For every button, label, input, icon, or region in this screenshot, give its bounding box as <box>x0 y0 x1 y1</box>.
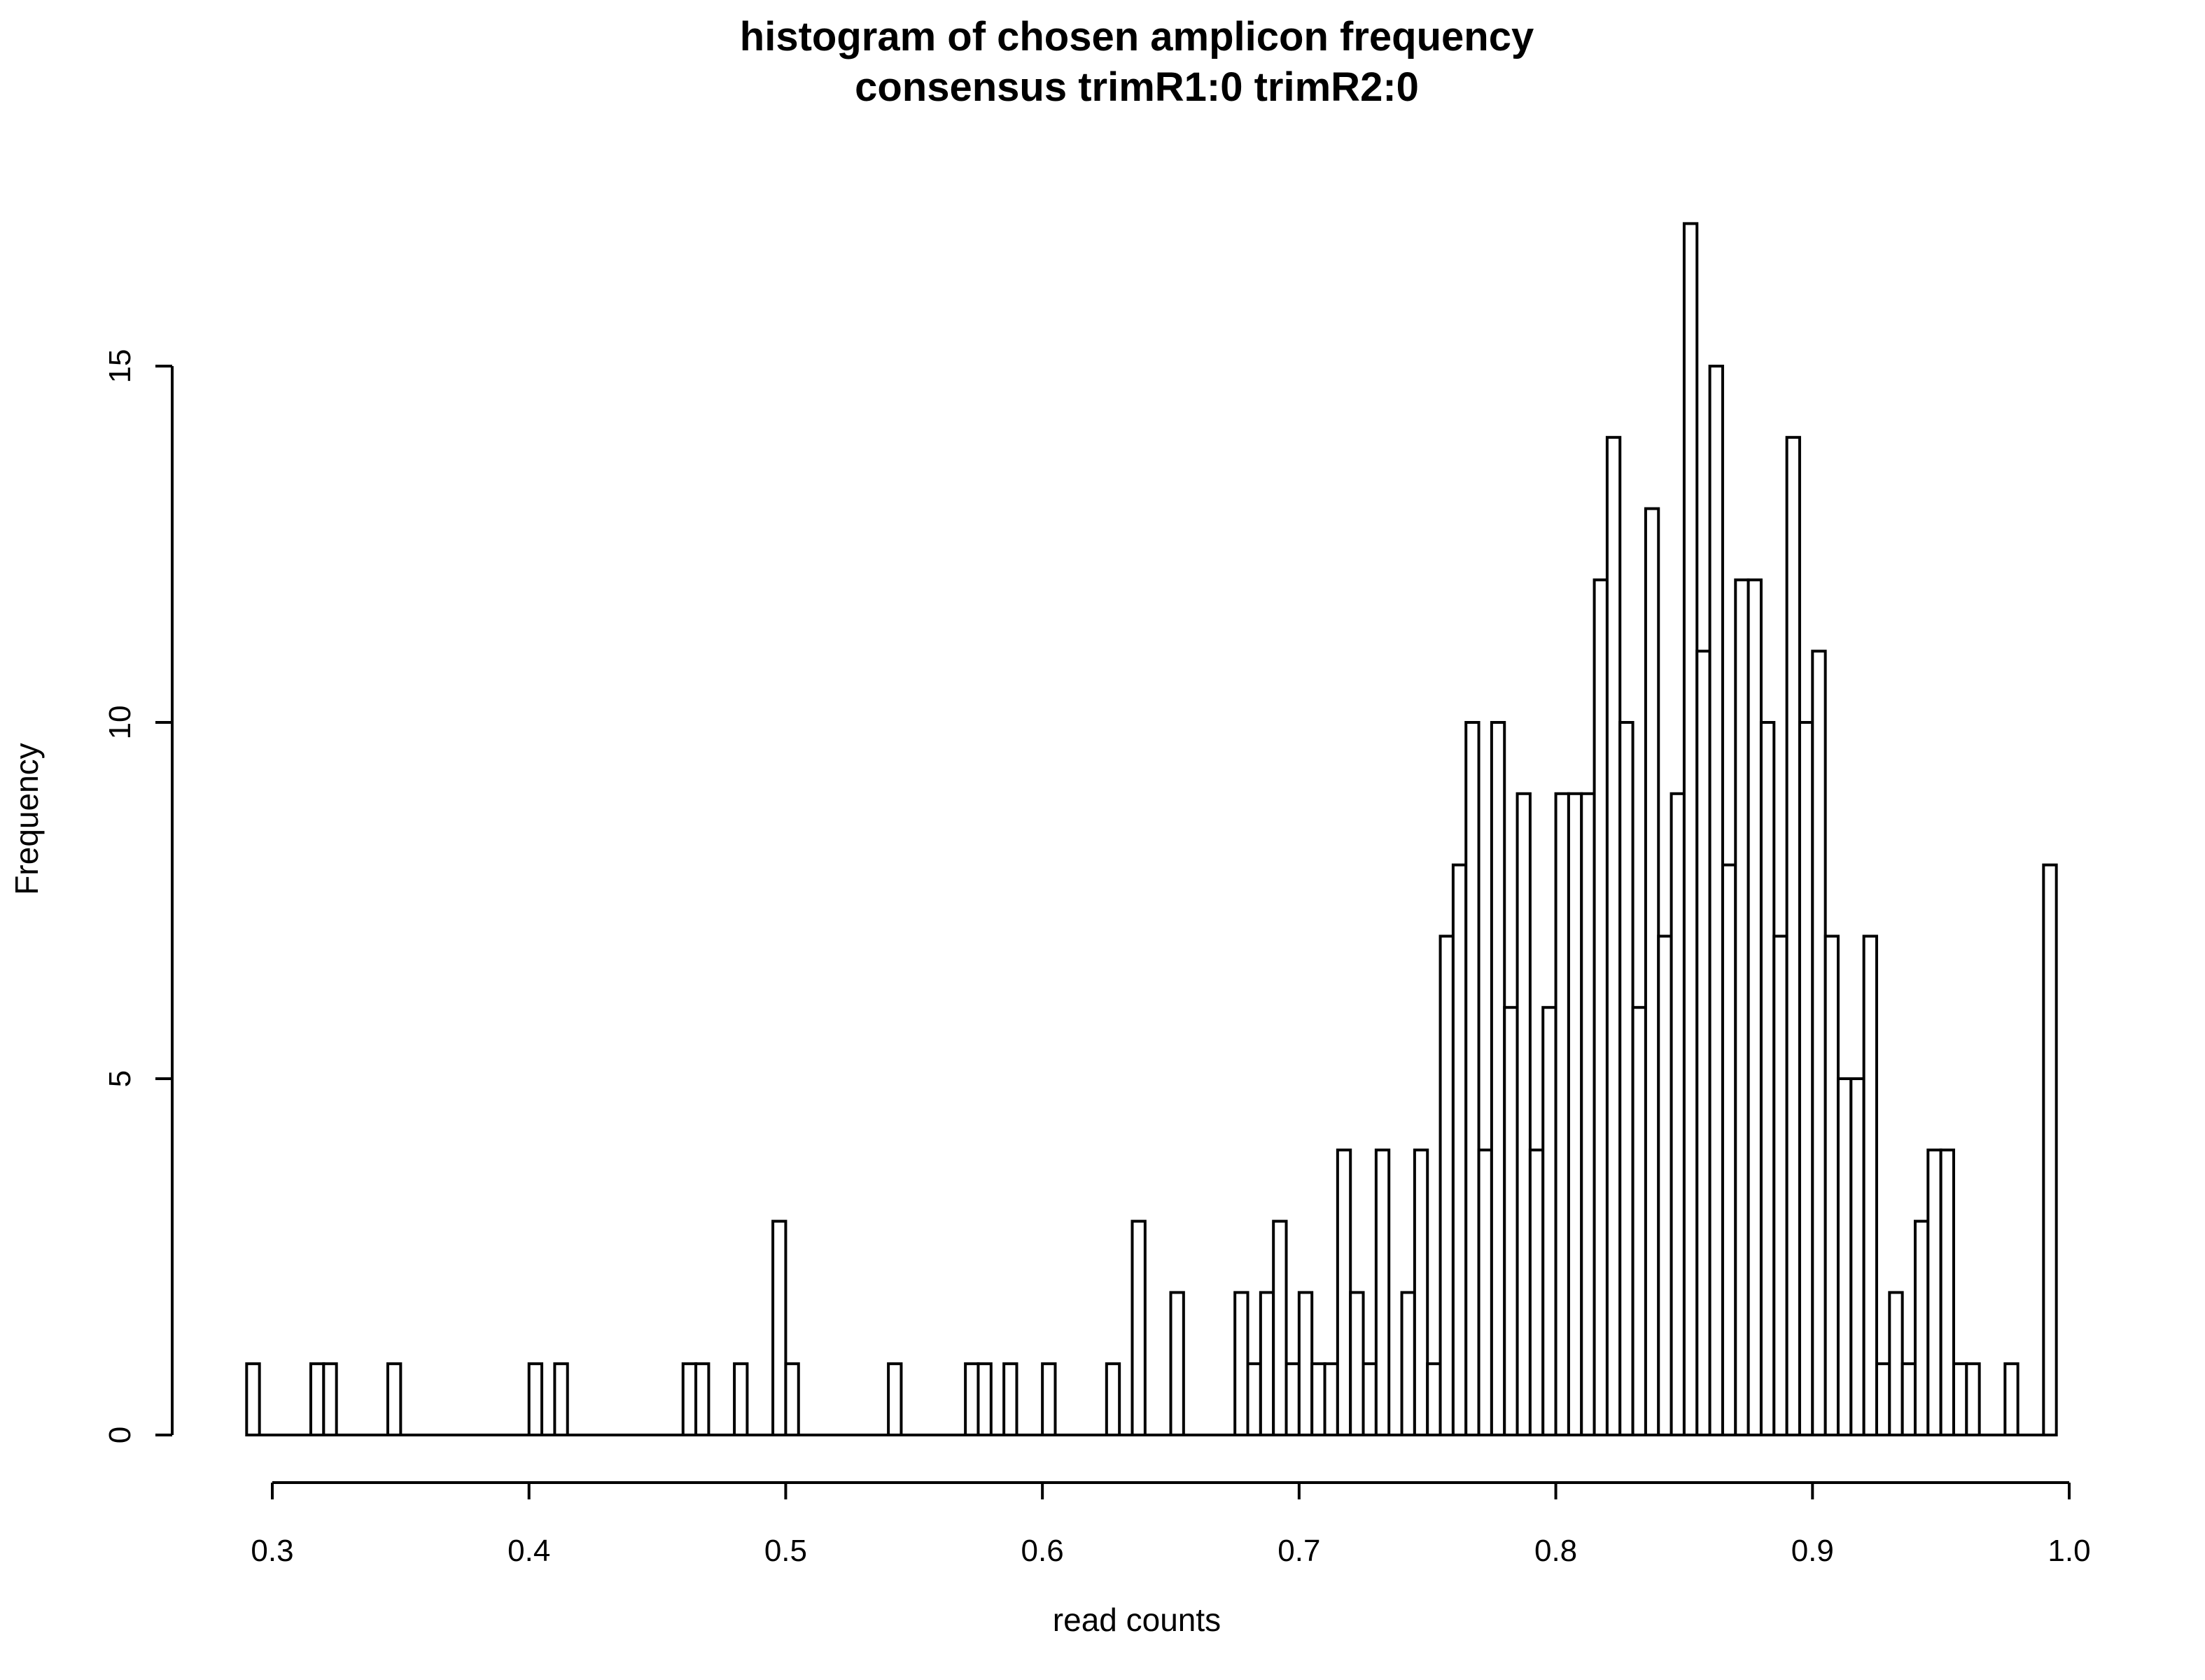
histogram-bar <box>1682 222 1699 1436</box>
histogram-bar <box>1734 578 1750 1436</box>
histogram-bar <box>1516 792 1532 1437</box>
histogram-bar <box>1913 1219 1930 1436</box>
histogram-bar <box>553 1362 569 1436</box>
histogram-bar <box>1592 578 1609 1436</box>
histogram-bar <box>527 1362 544 1436</box>
x-tick-label: 0.5 <box>764 1534 807 1568</box>
histogram-bar <box>1349 1291 1365 1437</box>
histogram-bar <box>1541 1006 1558 1436</box>
histogram-bar <box>1041 1362 1057 1436</box>
histogram-bar <box>1336 1148 1352 1437</box>
histogram-bar <box>1708 365 1724 1436</box>
histogram-bar <box>1811 650 1827 1437</box>
histogram-bar <box>887 1362 903 1436</box>
histogram-bar <box>694 1362 710 1436</box>
x-tick-label: 0.7 <box>1278 1534 1320 1568</box>
histogram-bar <box>1438 934 1455 1436</box>
chart-title: histogram of chosen amplicon frequency <box>740 14 1534 59</box>
y-axis: 0 5 10 15 <box>103 349 174 1443</box>
histogram-bar <box>1849 1077 1865 1436</box>
histogram-bar <box>1862 934 1878 1436</box>
histogram-bar <box>784 1362 800 1436</box>
histogram-bar <box>1823 934 1840 1436</box>
histogram-bar <box>1580 792 1596 1437</box>
histogram-bar <box>1477 1148 1493 1437</box>
histogram-bar <box>1618 721 1634 1436</box>
histogram-bar <box>1631 1006 1647 1436</box>
histogram-bar <box>1772 934 1788 1436</box>
histogram-bar <box>245 1362 261 1436</box>
histogram-bar <box>1644 507 1660 1436</box>
x-tick-label: 0.8 <box>1534 1534 1577 1568</box>
x-tick-label: 0.6 <box>1021 1534 1064 1568</box>
histogram-bar <box>1567 792 1583 1437</box>
histogram-bar <box>309 1362 326 1436</box>
x-tick-label: 0.3 <box>251 1534 293 1568</box>
histogram-bar <box>322 1362 338 1436</box>
x-tick-label: 1.0 <box>2047 1534 2090 1568</box>
histogram-bar <box>964 1362 980 1436</box>
histogram-bar <box>1105 1362 1121 1436</box>
histogram-bar <box>1721 863 1737 1436</box>
histogram-bar <box>976 1362 993 1436</box>
histogram-bar <box>1374 1148 1391 1437</box>
histogram-bar <box>1657 934 1673 1436</box>
histogram-bar <box>1002 1362 1018 1436</box>
y-tick-label: 10 <box>103 706 137 740</box>
histogram-bar <box>1323 1362 1339 1436</box>
x-axis-label: read counts <box>1053 1602 1221 1638</box>
histogram-bar <box>681 1362 698 1436</box>
histogram-bar <box>1130 1219 1147 1436</box>
histogram-bar <box>1746 578 1763 1436</box>
histogram-bar <box>1554 792 1570 1437</box>
histogram-bar <box>1464 721 1480 1436</box>
histogram-bar <box>1362 1362 1378 1436</box>
y-axis-label: Frequency <box>8 743 45 895</box>
histogram-bar <box>1246 1362 1262 1436</box>
histogram-bar <box>733 1362 749 1436</box>
x-axis: 0.3 0.4 0.5 0.6 0.7 0.8 0.9 1.0 <box>251 1481 2091 1568</box>
histogram-bar <box>1952 1362 1968 1436</box>
histogram-bar <box>1939 1148 1955 1437</box>
chart-subtitle: consensus trimR1:0 trimR2:0 <box>855 64 1419 110</box>
histogram-bar <box>1926 1148 1942 1437</box>
histogram-bar <box>1272 1219 1288 1436</box>
y-tick-label: 5 <box>103 1070 137 1087</box>
histogram-bar <box>1836 1077 1853 1436</box>
histogram-bar <box>1785 435 1801 1436</box>
histogram-bars <box>245 222 2058 1437</box>
histogram-bar <box>1310 1362 1326 1436</box>
histogram-bar <box>1233 1291 1250 1437</box>
histogram-bar <box>386 1362 402 1436</box>
histogram-bar <box>1695 650 1712 1437</box>
histogram-bar <box>1413 1148 1429 1437</box>
histogram-bar <box>1528 1148 1545 1437</box>
y-tick-label: 0 <box>103 1427 137 1443</box>
histogram-bar <box>1900 1362 1917 1436</box>
histogram-bar <box>1798 721 1814 1436</box>
histogram-bar <box>1297 1291 1314 1437</box>
histogram-bar <box>771 1219 788 1436</box>
histogram-bar <box>1503 1006 1519 1436</box>
histogram-bar <box>1426 1362 1442 1436</box>
histogram-bar <box>1888 1291 1904 1437</box>
histogram-bar <box>1605 435 1622 1436</box>
histogram-bar <box>1965 1362 1981 1436</box>
histogram-bar <box>1169 1291 1185 1437</box>
histogram-bar <box>1259 1291 1275 1437</box>
histogram-bar <box>1670 792 1686 1437</box>
histogram-bar <box>1400 1291 1416 1437</box>
histogram-bar <box>1759 721 1776 1436</box>
y-tick-label: 15 <box>103 349 137 384</box>
histogram-bar <box>1490 721 1506 1436</box>
histogram-bar <box>2003 1362 2019 1436</box>
x-tick-label: 0.4 <box>507 1534 550 1568</box>
histogram-bar <box>2042 863 2058 1436</box>
histogram-bar <box>1875 1362 1891 1436</box>
histogram-bar <box>1284 1362 1301 1436</box>
histogram-bar <box>1451 863 1468 1436</box>
x-tick-label: 0.9 <box>1791 1534 1834 1568</box>
